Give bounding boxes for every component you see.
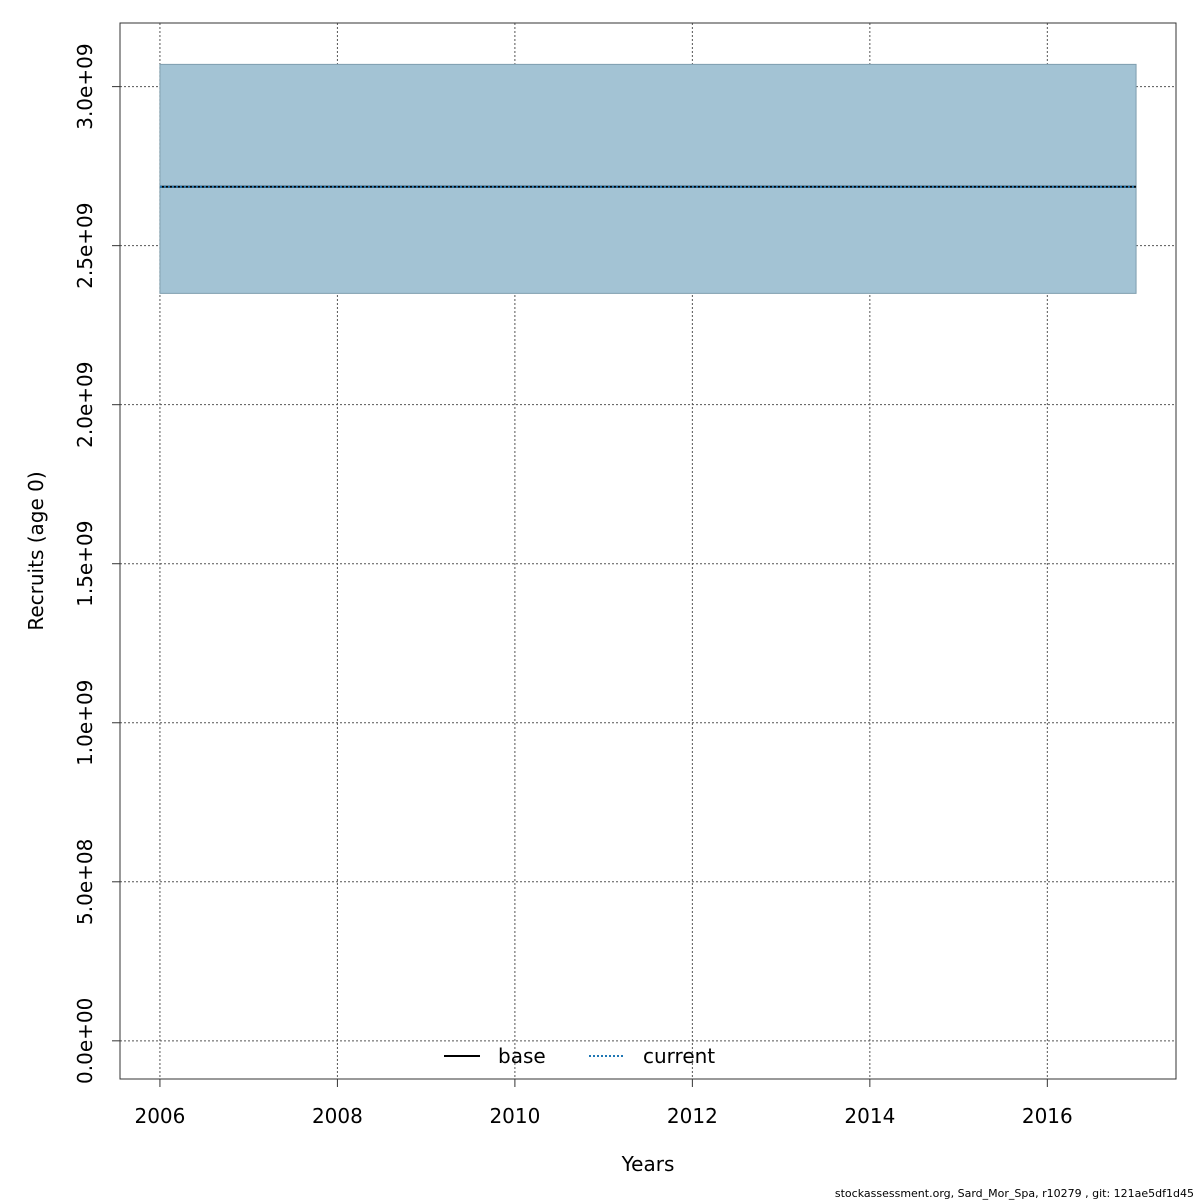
x-tick-label: 2012 xyxy=(667,1104,718,1128)
y-tick-label: 5.0e+08 xyxy=(73,839,97,925)
plot-frame xyxy=(119,22,1177,1080)
y-axis: 0.0e+00 5.0e+08 1.0e+09 1.5e+09 2.0e+09 2.5e+… xyxy=(73,43,120,1084)
y-tick-label: 0.0e+00 xyxy=(73,998,97,1084)
x-tick-label: 2014 xyxy=(844,1104,895,1128)
x-tick-label: 2016 xyxy=(1022,1104,1073,1128)
x-axis: 2006 2008 2010 2012 2014 2016 xyxy=(134,1079,1073,1128)
y-tick-label: 2.5e+09 xyxy=(73,202,97,288)
legend-label-base: base xyxy=(498,1044,546,1068)
x-tick-label: 2006 xyxy=(134,1104,185,1128)
legend-label-current: current xyxy=(643,1044,715,1068)
y-tick-label: 1.0e+09 xyxy=(73,680,97,766)
footer-source-note: stockassessment.org, Sard_Mor_Spa, r1027… xyxy=(835,1187,1194,1200)
x-tick-label: 2010 xyxy=(489,1104,540,1128)
confidence-band xyxy=(159,63,1137,294)
y-tick-label: 1.5e+09 xyxy=(73,521,97,607)
y-axis-label: Recruits (age 0) xyxy=(24,471,48,630)
x-tick-label: 2008 xyxy=(312,1104,363,1128)
x-axis-label: Years xyxy=(621,1152,675,1176)
legend: base current xyxy=(444,1044,715,1068)
y-tick-label: 3.0e+09 xyxy=(73,43,97,129)
y-tick-label: 2.0e+09 xyxy=(73,362,97,448)
